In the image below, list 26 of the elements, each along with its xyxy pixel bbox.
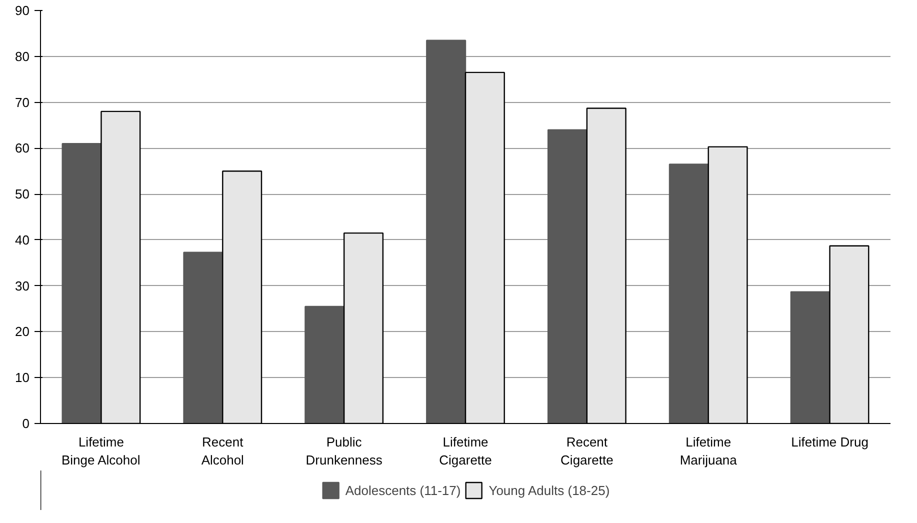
legend-label: Young Adults (18-25) bbox=[488, 482, 610, 498]
y-tick-label: 10 bbox=[15, 370, 30, 386]
y-tick-label: 0 bbox=[22, 416, 30, 431]
y-tick-label: 30 bbox=[15, 278, 30, 294]
x-tick-label: Recent Alcohol bbox=[201, 434, 244, 468]
y-tick-label: 80 bbox=[15, 48, 30, 64]
bar bbox=[790, 291, 830, 424]
x-tick-label: Recent Cigarette bbox=[560, 434, 614, 468]
legend-label: Adolescents (11-17) bbox=[345, 482, 461, 498]
y-tick-label: 90 bbox=[15, 3, 30, 18]
y-tick-label: 50 bbox=[15, 186, 30, 202]
bar bbox=[62, 142, 102, 424]
x-tick-label: Lifetime Drug bbox=[791, 434, 868, 450]
x-tick-label: Lifetime Binge Alcohol bbox=[61, 434, 140, 468]
x-tick-label: Public Drunkenness bbox=[306, 434, 383, 468]
x-tick-label: Lifetime Marijuana bbox=[680, 434, 738, 468]
bar bbox=[668, 164, 709, 424]
bar bbox=[547, 129, 588, 424]
x-tick-label: Lifetime Cigarette bbox=[439, 434, 492, 468]
bar bbox=[304, 306, 345, 424]
y-tick-label: 40 bbox=[15, 232, 30, 248]
y-tick-label: 70 bbox=[15, 94, 30, 110]
y-tick-label: 60 bbox=[15, 140, 30, 156]
bar bbox=[426, 40, 466, 424]
y-tick-label: 20 bbox=[15, 324, 30, 340]
bar bbox=[183, 252, 224, 424]
